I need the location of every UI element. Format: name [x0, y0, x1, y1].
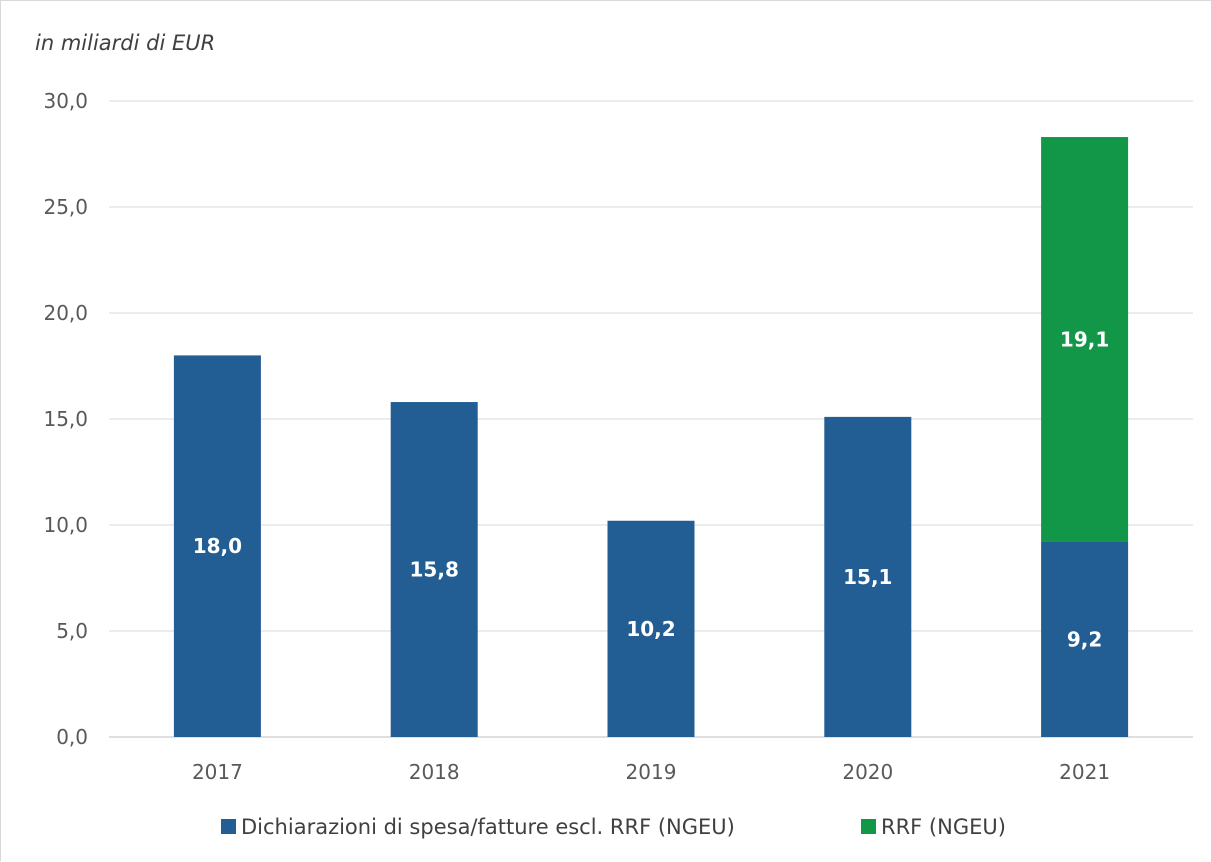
data-label: 19,1 — [1060, 328, 1109, 352]
x-tick-label: 2018 — [409, 760, 460, 784]
x-tick-label: 2020 — [842, 760, 893, 784]
legend-label: Dichiarazioni di spesa/fatture escl. RRF… — [241, 815, 735, 839]
bar — [173, 355, 261, 737]
y-tick-label: 5,0 — [56, 619, 88, 643]
x-tick-label: 2019 — [626, 760, 677, 784]
y-tick-label: 10,0 — [43, 513, 88, 537]
y-tick-label: 0,0 — [56, 725, 88, 749]
bars: 18,0 15,8 10,2 15,1 9,2 19,1 — [173, 137, 1129, 737]
legend-swatch — [861, 819, 876, 834]
legend: Dichiarazioni di spesa/fatture escl. RRF… — [221, 815, 1006, 839]
data-label: 9,2 — [1067, 627, 1102, 651]
bar — [1041, 541, 1129, 737]
data-label: 18,0 — [193, 534, 242, 558]
unit-note: in miliardi di EUR — [35, 31, 216, 55]
x-axis: 2017 2018 2019 2020 2021 — [192, 760, 1110, 784]
legend-label: RRF (NGEU) — [881, 815, 1006, 839]
bar — [607, 520, 695, 737]
data-label: 10,2 — [626, 617, 675, 641]
data-label: 15,8 — [410, 558, 459, 582]
x-tick-label: 2017 — [192, 760, 243, 784]
y-tick-label: 20,0 — [43, 301, 88, 325]
y-tick-label: 30,0 — [43, 89, 88, 113]
y-tick-label: 15,0 — [43, 407, 88, 431]
bar — [1041, 137, 1129, 542]
y-axis: 0,0 5,0 10,0 15,0 20,0 25,0 30,0 — [43, 89, 88, 749]
y-tick-label: 25,0 — [43, 195, 88, 219]
bar — [390, 402, 478, 737]
bar — [824, 416, 912, 737]
legend-swatch — [221, 819, 236, 834]
x-tick-label: 2021 — [1059, 760, 1110, 784]
data-label: 15,1 — [843, 565, 892, 589]
